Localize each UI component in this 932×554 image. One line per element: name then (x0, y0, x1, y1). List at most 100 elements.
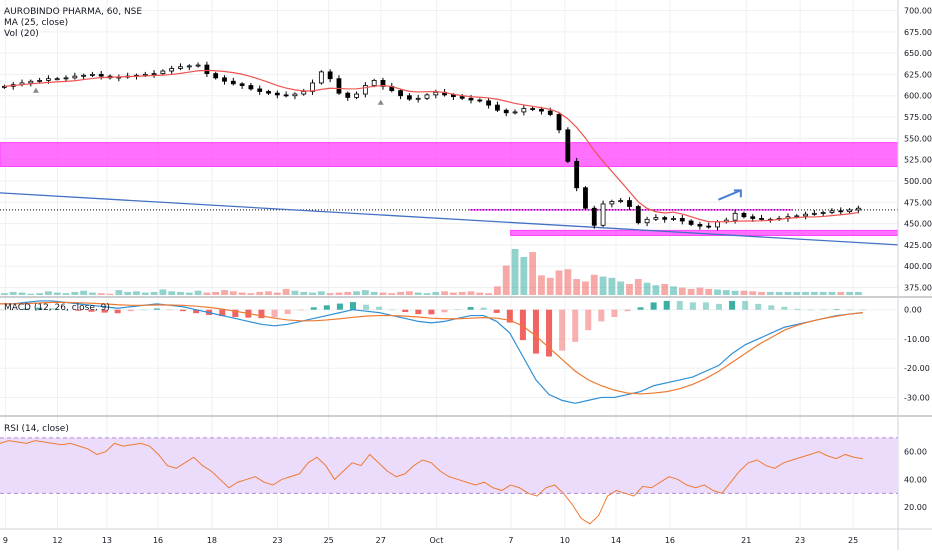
macd-histogram-bar (781, 306, 788, 310)
volume-bar (141, 292, 149, 295)
macd-histogram-bar (519, 309, 526, 341)
ma-legend[interactable]: MA (25, close) (4, 18, 68, 28)
candle-body (28, 80, 34, 84)
volume-bar (678, 287, 686, 295)
macd-histogram-bar (493, 309, 500, 313)
markers (32, 87, 384, 105)
price-tick-label: 700.00 (904, 7, 932, 16)
candle-body (583, 187, 588, 209)
candle-body (609, 201, 615, 205)
volume-bar (256, 291, 264, 295)
candle-body (415, 97, 421, 100)
volume-bar (546, 277, 554, 295)
macd-histogram-bar (768, 305, 775, 310)
volume-bar (467, 291, 475, 295)
volume-bar (784, 291, 792, 295)
volume-bar (317, 291, 325, 295)
macd-histogram-bar (441, 309, 448, 313)
volume-bar (485, 293, 493, 295)
macd-histogram-bar (794, 308, 801, 310)
candle-body (671, 218, 676, 220)
candle-body (160, 70, 166, 74)
candle-body (371, 80, 377, 86)
symbol-title[interactable]: AUROBINDO PHARMA, 60, NSE (4, 7, 142, 17)
volume-bar (71, 291, 79, 295)
volume-legend[interactable]: Vol (20) (4, 29, 39, 39)
volume-bar (282, 288, 290, 295)
candle-body (838, 210, 844, 213)
volume-bar (388, 293, 396, 295)
macd-histogram (0, 300, 866, 357)
candle-body (539, 108, 544, 112)
volume-bar (353, 291, 360, 295)
candle-body (266, 91, 271, 94)
candle-body (230, 80, 236, 85)
candle-body (195, 64, 201, 67)
time-tick-label: 9 (3, 536, 8, 545)
candle-body (354, 93, 359, 98)
macd-histogram-bar (689, 302, 696, 310)
macd-histogram-bar (676, 300, 683, 310)
macd-histogram-bar (140, 309, 147, 311)
candle-body (318, 71, 324, 84)
macd-histogram-bar (232, 309, 239, 318)
candle-body (794, 215, 800, 218)
volume-bar (247, 293, 255, 295)
volume-bar (335, 292, 343, 295)
triangle-marker (377, 99, 384, 105)
macd-histogram-bar (23, 308, 30, 310)
candle-body (186, 65, 192, 68)
volume-bar (115, 290, 123, 295)
volume-bar (854, 291, 862, 295)
volume-bar (62, 293, 70, 295)
macd-histogram-bar (859, 309, 866, 311)
rsi-legend[interactable]: RSI (14, close) (4, 424, 69, 434)
macd-histogram-bar (467, 307, 474, 310)
macd-histogram-bar (454, 309, 461, 310)
time-tick-label: 16 (665, 536, 675, 545)
candle-body (600, 203, 606, 226)
macd-histogram-bar (297, 309, 304, 311)
time-tick-label: 13 (102, 536, 112, 545)
macd-histogram-bar (284, 309, 291, 315)
volume-bar (608, 277, 616, 295)
candle-body (732, 212, 738, 221)
volume-bar (749, 291, 757, 295)
volume-bar (529, 252, 537, 295)
time-tick-label: 27 (376, 536, 386, 545)
price-tick-label: 450.00 (904, 220, 932, 229)
volume-bar (168, 291, 176, 295)
volume-bar (36, 293, 44, 295)
price-tick-label: 650.00 (904, 49, 932, 58)
macd-histogram-bar (572, 309, 579, 342)
candle-body (697, 224, 703, 227)
volume-bar (793, 291, 801, 295)
time-tick-label: 25 (324, 536, 334, 545)
candle-body (591, 207, 597, 226)
volume-bar (1, 293, 8, 295)
volume-bar (53, 292, 61, 295)
volume-bar (494, 286, 501, 295)
macd-histogram-bar (389, 309, 396, 311)
macd-histogram-bar (336, 303, 343, 310)
candle-body (706, 225, 712, 228)
volume-bar (370, 291, 378, 295)
volume-bar (300, 291, 308, 295)
rsi-pane: 60.00 40.00 20.00 (0, 437, 927, 525)
volume-bar (185, 292, 193, 295)
candle-body (486, 100, 492, 106)
macd-histogram-bar (219, 309, 226, 317)
macd-legend[interactable]: MACD (12, 26, close, 9) (4, 303, 110, 313)
macd-histogram-bar (127, 309, 134, 312)
volume-bar (229, 291, 237, 295)
macd-histogram-bar (585, 309, 592, 331)
time-tick-label: 23 (272, 536, 282, 545)
rsi-tick-label: 20.00 (904, 503, 927, 512)
volume-bar (758, 291, 765, 295)
volume-bar (538, 275, 545, 295)
candle-body (521, 108, 527, 113)
macd-histogram-bar (546, 309, 553, 357)
candle-body (820, 212, 826, 214)
macd-histogram-bar (166, 309, 173, 311)
